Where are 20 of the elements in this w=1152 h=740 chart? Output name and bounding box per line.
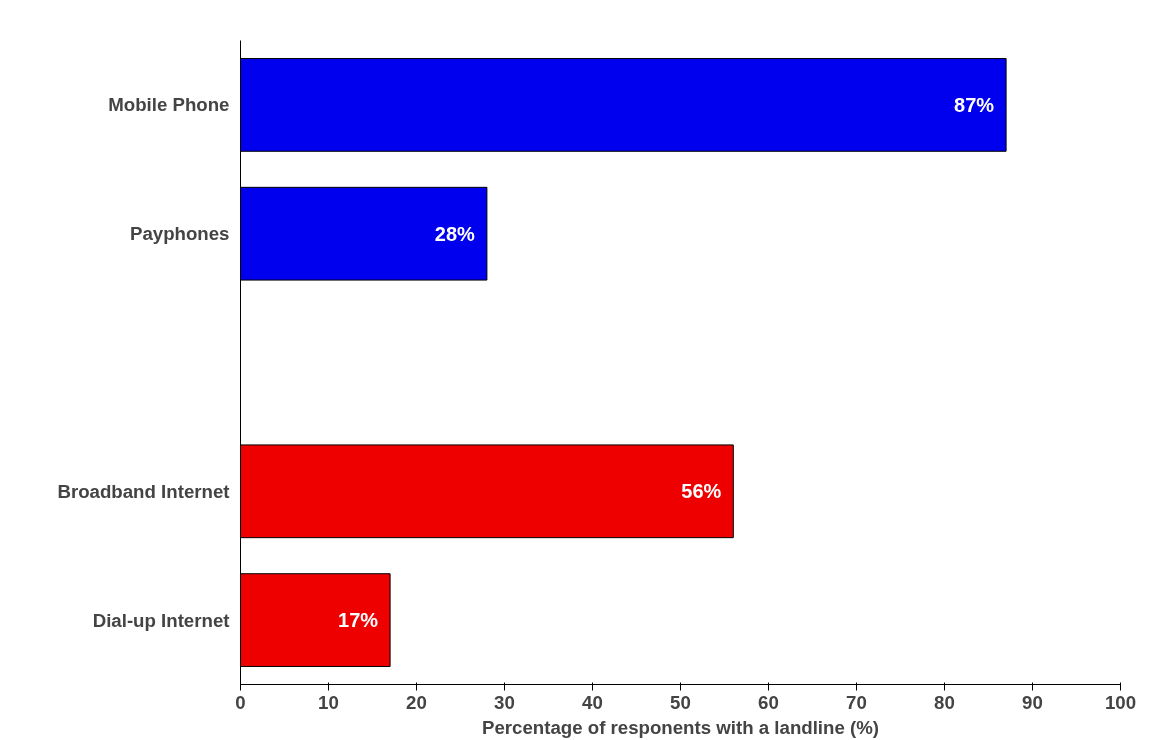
x-tick-label: 50 xyxy=(670,691,691,713)
y-tick-label: Broadband Internet xyxy=(57,480,230,502)
x-tick-label: 90 xyxy=(1022,691,1043,713)
y-tick-label: Payphones xyxy=(129,223,230,245)
x-tick-label: 80 xyxy=(934,691,955,713)
x-tick-label: 70 xyxy=(846,691,867,713)
data-label: 87% xyxy=(954,93,995,116)
x-tick-label: 40 xyxy=(582,691,603,713)
data-label: 28% xyxy=(434,222,476,245)
x-axis-title: Percentage of responents with a landline (%) xyxy=(481,716,880,738)
x-tick-label: 60 xyxy=(758,691,779,713)
data-label: 56% xyxy=(681,480,722,503)
data-label: 17% xyxy=(338,609,379,632)
x-tick-label: 30 xyxy=(494,691,515,713)
x-tick-label: 100 xyxy=(1104,691,1137,713)
x-tick-label: 20 xyxy=(406,691,427,713)
y-tick-label: Dial-up Internet xyxy=(92,609,230,631)
x-tick-label: 10 xyxy=(318,691,339,713)
y-tick-label: Mobile Phone xyxy=(108,94,230,116)
x-tick-label: 0 xyxy=(235,691,246,713)
